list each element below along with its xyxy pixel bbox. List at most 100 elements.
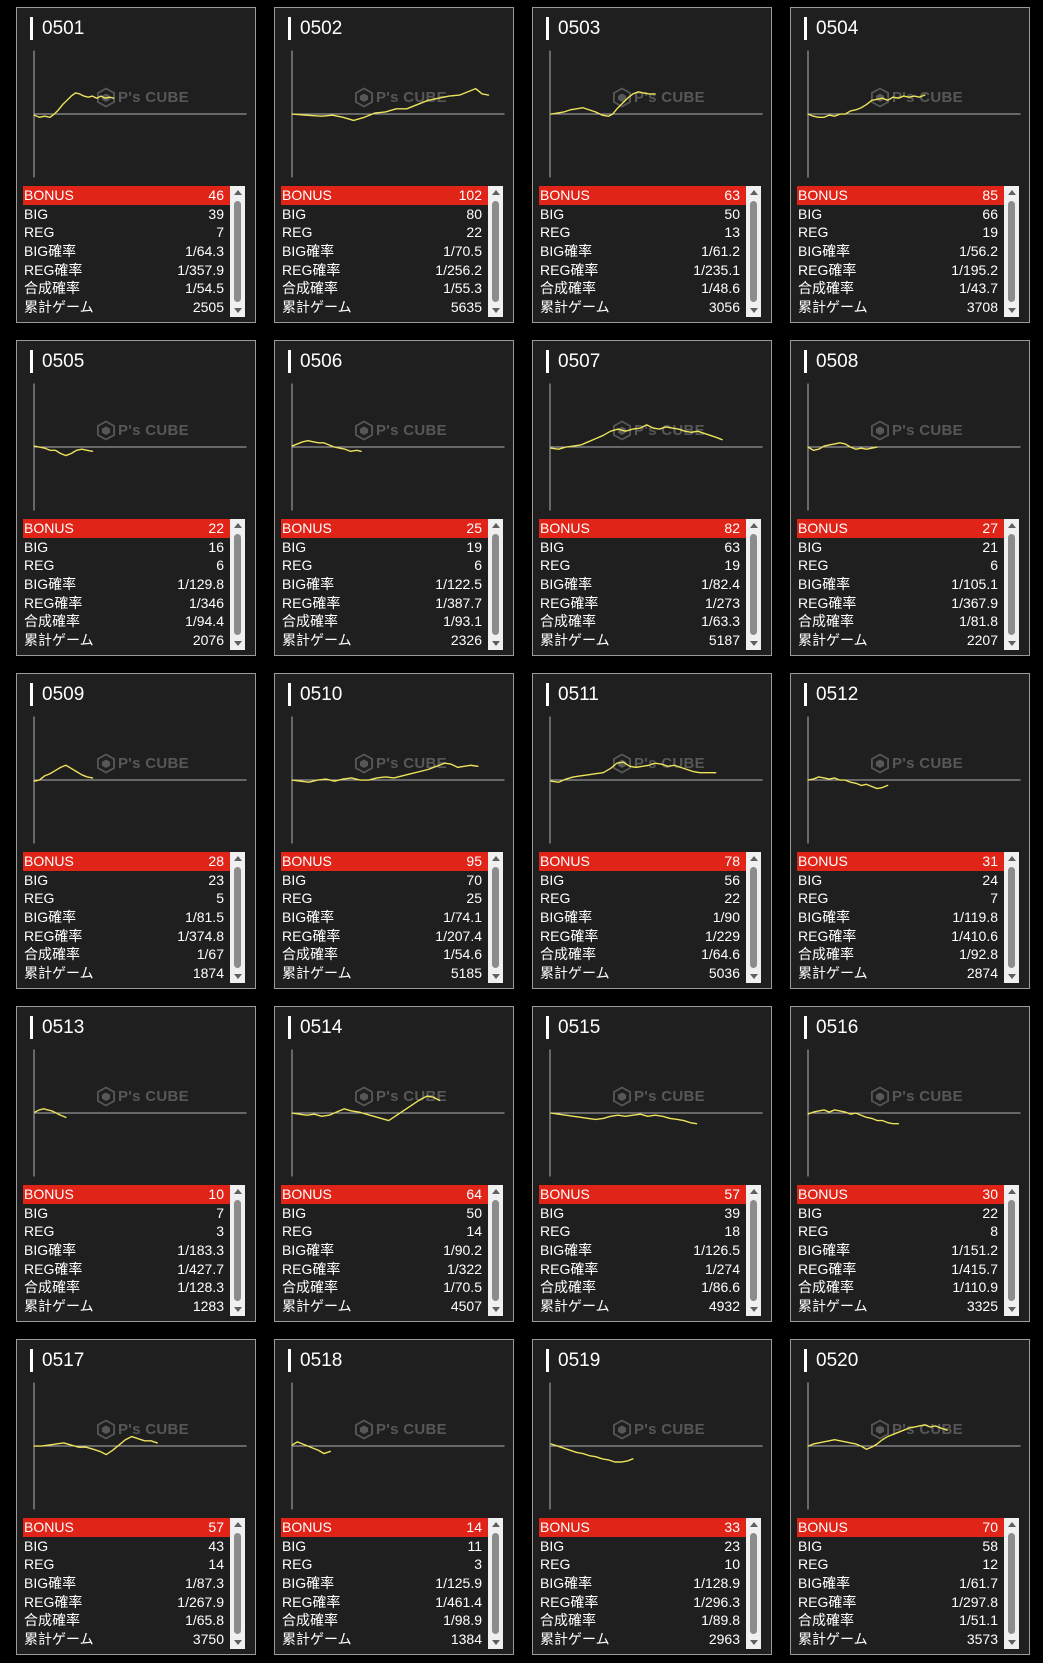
triangle-down-icon[interactable]: [491, 1640, 500, 1645]
machine-number[interactable]: 0515: [558, 1017, 601, 1038]
machine-card[interactable]: 0519 P's CUBE BONUS 33 BIG 23 REG 10 BIG…: [532, 1339, 772, 1655]
machine-card[interactable]: 0518 P's CUBE BONUS 14 BIG 11 REG 3 BIG確…: [274, 1339, 514, 1655]
scrollbar-thumb[interactable]: [492, 201, 499, 302]
triangle-down-icon[interactable]: [1007, 974, 1016, 979]
scrollbar-thumb[interactable]: [234, 534, 241, 635]
scrollbar-thumb[interactable]: [492, 534, 499, 635]
triangle-up-icon[interactable]: [491, 1522, 500, 1527]
triangle-down-icon[interactable]: [233, 308, 242, 313]
triangle-down-icon[interactable]: [1007, 641, 1016, 646]
machine-card[interactable]: 0512 P's CUBE BONUS 31 BIG 24 REG 7 BIG確…: [790, 673, 1030, 989]
table-scrollbar[interactable]: [746, 519, 761, 650]
machine-number[interactable]: 0507: [558, 351, 601, 372]
scrollbar-thumb[interactable]: [750, 201, 757, 302]
triangle-down-icon[interactable]: [233, 1307, 242, 1312]
triangle-up-icon[interactable]: [1007, 190, 1016, 195]
machine-number[interactable]: 0502: [300, 18, 343, 39]
machine-card[interactable]: 0506 P's CUBE BONUS 25 BIG 19 REG 6 BIG確…: [274, 340, 514, 656]
triangle-up-icon[interactable]: [749, 523, 758, 528]
machine-number[interactable]: 0512: [816, 684, 859, 705]
triangle-up-icon[interactable]: [233, 856, 242, 861]
triangle-down-icon[interactable]: [233, 1640, 242, 1645]
machine-card[interactable]: 0503 P's CUBE BONUS 63 BIG 50 REG 13 BIG…: [532, 7, 772, 323]
triangle-down-icon[interactable]: [749, 308, 758, 313]
table-scrollbar[interactable]: [746, 1518, 761, 1649]
triangle-up-icon[interactable]: [491, 190, 500, 195]
table-scrollbar[interactable]: [1004, 852, 1019, 983]
scrollbar-thumb[interactable]: [1008, 1533, 1015, 1634]
machine-number[interactable]: 0511: [558, 684, 599, 705]
triangle-up-icon[interactable]: [491, 1189, 500, 1194]
triangle-up-icon[interactable]: [1007, 523, 1016, 528]
machine-number[interactable]: 0518: [300, 1350, 343, 1371]
machine-number[interactable]: 0505: [42, 351, 85, 372]
triangle-up-icon[interactable]: [233, 523, 242, 528]
triangle-down-icon[interactable]: [491, 1307, 500, 1312]
triangle-down-icon[interactable]: [749, 1640, 758, 1645]
machine-number[interactable]: 0517: [42, 1350, 85, 1371]
table-scrollbar[interactable]: [230, 1518, 245, 1649]
scrollbar-thumb[interactable]: [750, 534, 757, 635]
triangle-down-icon[interactable]: [491, 974, 500, 979]
scrollbar-thumb[interactable]: [234, 1533, 241, 1634]
machine-card[interactable]: 0501 P's CUBE BONUS 46 BIG 39 REG 7 BIG確…: [16, 7, 256, 323]
machine-card[interactable]: 0514 P's CUBE BONUS 64 BIG 50 REG 14 BIG…: [274, 1006, 514, 1322]
machine-card[interactable]: 0508 P's CUBE BONUS 27 BIG 21 REG 6 BIG確…: [790, 340, 1030, 656]
triangle-up-icon[interactable]: [233, 190, 242, 195]
scrollbar-thumb[interactable]: [1008, 201, 1015, 302]
scrollbar-thumb[interactable]: [750, 867, 757, 968]
machine-card[interactable]: 0510 P's CUBE BONUS 95 BIG 70 REG 25 BIG…: [274, 673, 514, 989]
triangle-down-icon[interactable]: [1007, 308, 1016, 313]
triangle-down-icon[interactable]: [233, 974, 242, 979]
machine-card[interactable]: 0513 P's CUBE BONUS 10 BIG 7 REG 3 BIG確率…: [16, 1006, 256, 1322]
table-scrollbar[interactable]: [1004, 1185, 1019, 1316]
machine-number[interactable]: 0520: [816, 1350, 859, 1371]
scrollbar-thumb[interactable]: [492, 1200, 499, 1301]
machine-card[interactable]: 0520 P's CUBE BONUS 70 BIG 58 REG 12 BIG…: [790, 1339, 1030, 1655]
table-scrollbar[interactable]: [230, 1185, 245, 1316]
table-scrollbar[interactable]: [230, 519, 245, 650]
machine-card[interactable]: 0516 P's CUBE BONUS 30 BIG 22 REG 8 BIG確…: [790, 1006, 1030, 1322]
triangle-down-icon[interactable]: [749, 1307, 758, 1312]
machine-card[interactable]: 0509 P's CUBE BONUS 28 BIG 23 REG 5 BIG確…: [16, 673, 256, 989]
triangle-up-icon[interactable]: [749, 1189, 758, 1194]
machine-number[interactable]: 0501: [42, 18, 85, 39]
table-scrollbar[interactable]: [488, 1518, 503, 1649]
scrollbar-thumb[interactable]: [1008, 867, 1015, 968]
table-scrollbar[interactable]: [746, 186, 761, 317]
machine-number[interactable]: 0510: [300, 684, 343, 705]
triangle-down-icon[interactable]: [1007, 1307, 1016, 1312]
machine-card[interactable]: 0515 P's CUBE BONUS 57 BIG 39 REG 18 BIG…: [532, 1006, 772, 1322]
machine-number[interactable]: 0509: [42, 684, 85, 705]
table-scrollbar[interactable]: [1004, 1518, 1019, 1649]
machine-card[interactable]: 0502 P's CUBE BONUS 102 BIG 80 REG 22 BI…: [274, 7, 514, 323]
triangle-down-icon[interactable]: [749, 641, 758, 646]
machine-card[interactable]: 0517 P's CUBE BONUS 57 BIG 43 REG 14 BIG…: [16, 1339, 256, 1655]
machine-number[interactable]: 0516: [816, 1017, 859, 1038]
triangle-down-icon[interactable]: [491, 641, 500, 646]
scrollbar-thumb[interactable]: [1008, 534, 1015, 635]
triangle-up-icon[interactable]: [749, 856, 758, 861]
triangle-up-icon[interactable]: [1007, 856, 1016, 861]
triangle-up-icon[interactable]: [233, 1522, 242, 1527]
triangle-up-icon[interactable]: [233, 1189, 242, 1194]
triangle-down-icon[interactable]: [233, 641, 242, 646]
table-scrollbar[interactable]: [488, 1185, 503, 1316]
table-scrollbar[interactable]: [488, 519, 503, 650]
scrollbar-thumb[interactable]: [750, 1200, 757, 1301]
machine-card[interactable]: 0505 P's CUBE BONUS 22 BIG 16 REG 6 BIG確…: [16, 340, 256, 656]
triangle-up-icon[interactable]: [491, 856, 500, 861]
triangle-up-icon[interactable]: [749, 1522, 758, 1527]
machine-number[interactable]: 0514: [300, 1017, 343, 1038]
machine-number[interactable]: 0513: [42, 1017, 85, 1038]
table-scrollbar[interactable]: [1004, 186, 1019, 317]
scrollbar-thumb[interactable]: [234, 1200, 241, 1301]
machine-card[interactable]: 0507 P's CUBE BONUS 82 BIG 63 REG 19 BIG…: [532, 340, 772, 656]
machine-number[interactable]: 0504: [816, 18, 859, 39]
machine-number[interactable]: 0506: [300, 351, 343, 372]
scrollbar-thumb[interactable]: [492, 867, 499, 968]
triangle-down-icon[interactable]: [749, 974, 758, 979]
table-scrollbar[interactable]: [488, 186, 503, 317]
table-scrollbar[interactable]: [1004, 519, 1019, 650]
table-scrollbar[interactable]: [230, 186, 245, 317]
